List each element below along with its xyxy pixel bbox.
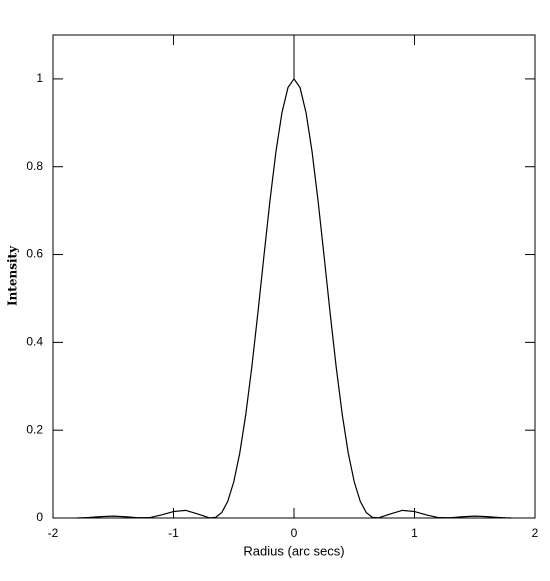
x-tick-label: -1: [168, 526, 179, 540]
x-axis-title: Radius (arc secs): [243, 543, 344, 558]
x-tick-label: 2: [532, 526, 539, 540]
y-tick-label: 0: [36, 510, 43, 524]
y-tick-label: 0.4: [26, 335, 43, 349]
y-tick-label: 0.6: [26, 247, 43, 261]
data-line: [77, 77, 511, 519]
x-tick-label: -2: [48, 526, 59, 540]
y-tick-label: 1: [36, 71, 43, 85]
y-axis-title: Intensity: [6, 245, 20, 306]
y-tick-label: 0.8: [26, 159, 43, 173]
x-tick-label: 1: [411, 526, 418, 540]
x-tick-label: 0: [291, 526, 298, 540]
plot-frame: [52, 34, 536, 519]
y-tick-label: 0.2: [26, 422, 43, 436]
